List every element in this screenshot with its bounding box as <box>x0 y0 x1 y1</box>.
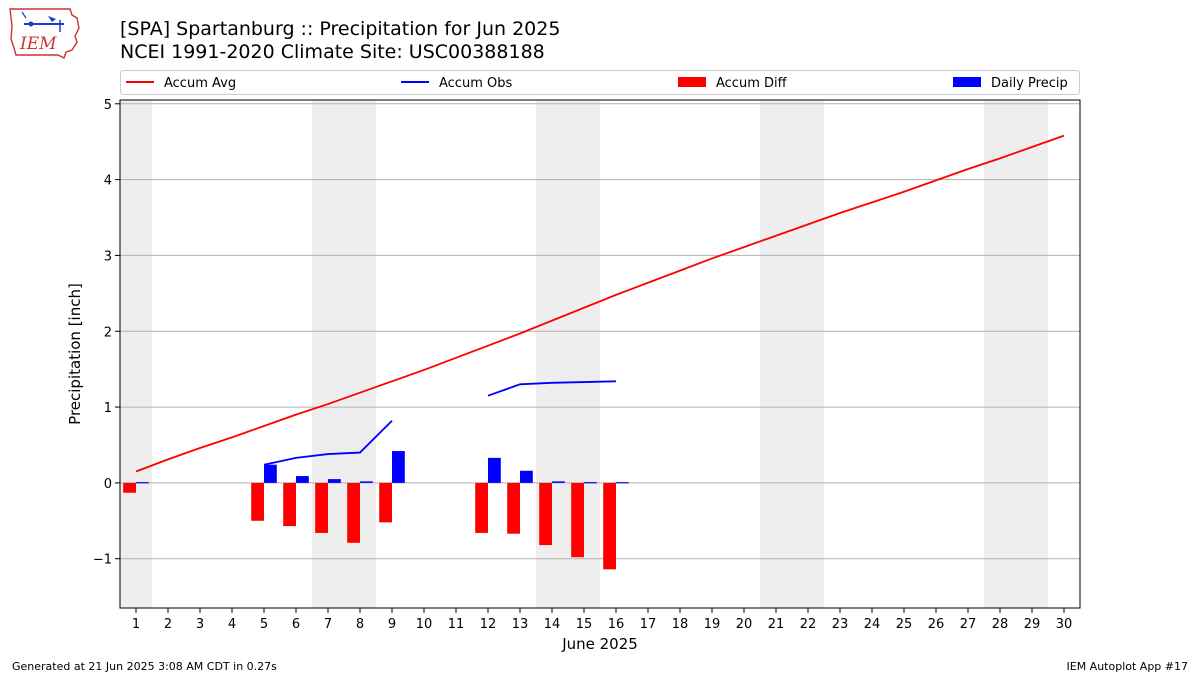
x-tick-label: 23 <box>832 617 849 632</box>
y-tick-label: 3 <box>104 249 112 264</box>
logo-text: IEM <box>19 34 57 54</box>
daily-precip-bar <box>328 479 341 483</box>
daily-precip-bar <box>264 464 277 483</box>
legend-box <box>120 70 1080 95</box>
daily-precip-bar <box>136 482 149 484</box>
accum-diff-bar <box>507 482 520 534</box>
accum-diff-bar <box>251 482 264 521</box>
legend-label: Accum Obs <box>439 76 512 91</box>
accum-obs-line <box>263 420 393 466</box>
x-tick-label: 22 <box>800 617 817 632</box>
app-credit: IEM Autoplot App #17 <box>1066 660 1189 673</box>
weekend-band <box>984 100 1048 608</box>
x-tick-label: 26 <box>928 617 945 632</box>
x-tick-label: 10 <box>416 617 433 632</box>
legend-label: Accum Diff <box>716 76 788 91</box>
x-tick-label: 30 <box>1056 617 1073 632</box>
daily-precip-bar <box>296 476 309 483</box>
x-tick-label: 15 <box>576 617 593 632</box>
x-tick-label: 18 <box>672 617 689 632</box>
x-tick-label: 25 <box>896 617 913 632</box>
x-tick-label: 14 <box>544 617 561 632</box>
legend-swatch-bar <box>678 77 706 87</box>
y-tick-label: 0 <box>104 477 112 492</box>
x-tick-label: 9 <box>388 617 396 632</box>
legend-label: Accum Avg <box>164 76 236 91</box>
weekend-band <box>120 100 152 608</box>
x-tick-label: 7 <box>324 617 332 632</box>
x-tick-label: 2 <box>164 617 172 632</box>
accum-diff-bar <box>347 482 360 543</box>
daily-precip-bar <box>488 457 501 483</box>
x-tick-label: 19 <box>704 617 721 632</box>
x-tick-label: 1 <box>132 617 140 632</box>
x-axis-label: June 2025 <box>561 635 638 653</box>
daily-precip-bar <box>392 451 405 483</box>
y-tick-label: 4 <box>104 174 112 189</box>
y-tick-label: 2 <box>104 325 112 340</box>
y-tick-label: 5 <box>104 98 112 113</box>
generated-timestamp: Generated at 21 Jun 2025 3:08 AM CDT in … <box>12 660 277 673</box>
accum-avg-line <box>135 134 1065 473</box>
x-tick-label: 13 <box>512 617 529 632</box>
daily-precip-bar <box>552 481 565 483</box>
daily-precip-bar <box>360 481 373 483</box>
x-tick-label: 4 <box>228 617 236 632</box>
x-tick-label: 3 <box>196 617 204 632</box>
y-tick-label: 1 <box>104 401 112 416</box>
accum-diff-bar <box>475 482 488 533</box>
weekend-band <box>760 100 824 608</box>
x-tick-label: 28 <box>992 617 1009 632</box>
accum-diff-bar <box>379 482 392 523</box>
legend-label: Daily Precip <box>991 76 1068 91</box>
x-tick-label: 17 <box>640 617 657 632</box>
accum-diff-bar <box>315 482 328 533</box>
daily-precip-bar <box>584 482 597 484</box>
chart-title: [SPA] Spartanburg :: Precipitation for J… <box>120 18 561 40</box>
x-tick-label: 11 <box>448 617 465 632</box>
x-tick-label: 5 <box>260 617 268 632</box>
x-tick-label: 21 <box>768 617 785 632</box>
accum-diff-bar <box>283 482 296 527</box>
x-tick-label: 8 <box>356 617 364 632</box>
x-tick-label: 16 <box>608 617 625 632</box>
daily-precip-bar <box>616 482 629 484</box>
x-tick-label: 20 <box>736 617 753 632</box>
chart-subtitle: NCEI 1991-2020 Climate Site: USC00388188 <box>120 41 545 63</box>
accum-diff-bar <box>123 482 136 493</box>
plot-frame <box>119 99 1081 609</box>
iem-logo: IEM <box>8 6 82 64</box>
y-tick-label: −1 <box>93 553 112 568</box>
x-tick-label: 6 <box>292 617 300 632</box>
x-tick-label: 29 <box>1024 617 1041 632</box>
accum-obs-line <box>487 380 617 397</box>
legend-swatch-bar <box>953 77 981 87</box>
x-tick-label: 24 <box>864 617 881 632</box>
x-tick-label: 12 <box>480 617 497 632</box>
accum-diff-bar <box>571 482 584 558</box>
daily-precip-bar <box>520 470 533 483</box>
x-tick-label: 27 <box>960 617 977 632</box>
accum-diff-bar <box>539 482 552 546</box>
y-axis-label: Precipitation [inch] <box>66 283 84 425</box>
accum-diff-bar <box>603 482 616 570</box>
